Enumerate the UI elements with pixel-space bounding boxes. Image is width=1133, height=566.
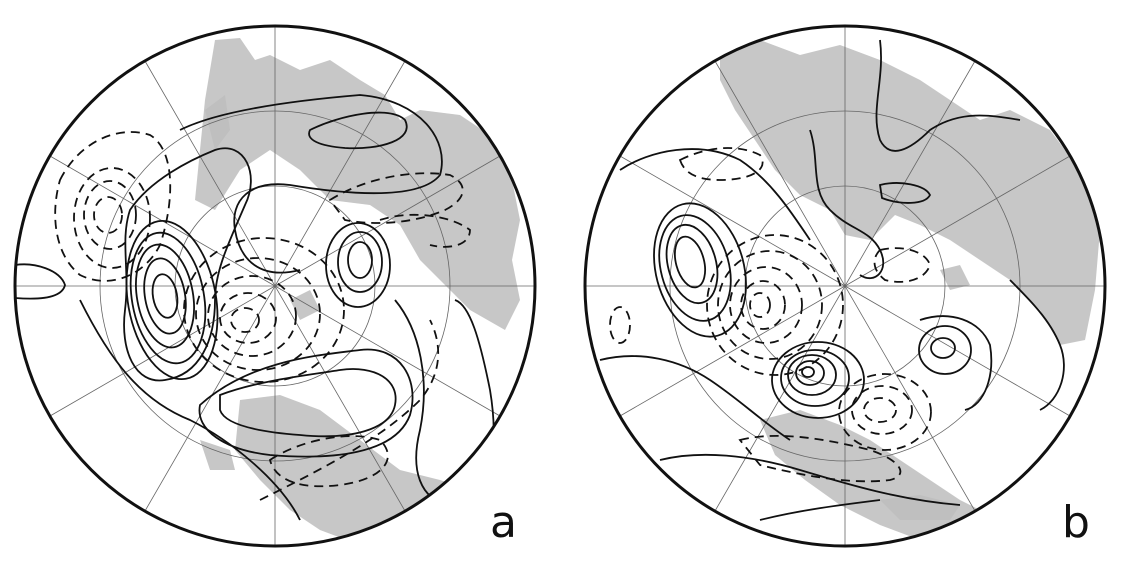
panel-b: b	[583, 24, 1107, 548]
map-boundary-b	[583, 24, 1107, 548]
positive-contours-a	[15, 94, 495, 521]
polar-grid-a	[15, 26, 535, 546]
panel-label-b: b	[1062, 497, 1090, 548]
panel-label-a: a	[490, 497, 517, 548]
positive-contours-b	[599, 39, 1065, 521]
land-shading-b	[720, 40, 1100, 540]
negative-contours-a	[54, 131, 471, 501]
map-boundary-a	[13, 24, 537, 548]
panel-a: a	[13, 24, 537, 548]
polar-grid-b	[585, 26, 1105, 546]
negative-contours-b	[609, 147, 932, 483]
